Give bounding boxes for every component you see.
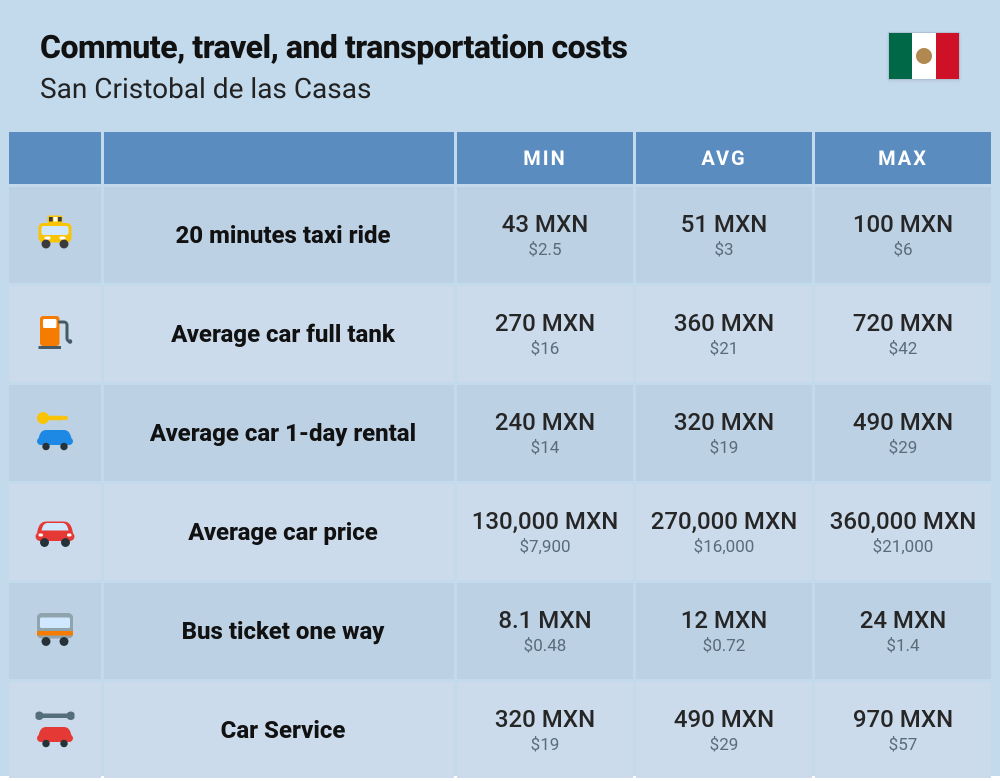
min-mxn-value: 43 MXN [457, 210, 633, 238]
avg-usd-value: $19 [636, 438, 812, 458]
table-header-row: MIN AVG MAX [9, 132, 991, 184]
bus-icon [9, 583, 101, 679]
avg-usd-value: $16,000 [636, 537, 812, 557]
cost-table-card: Commute, travel, and transportation cost… [0, 0, 1000, 776]
cell-max: 360,000 MXN$21,000 [815, 484, 991, 580]
max-usd-value: $57 [815, 735, 991, 755]
cell-max: 970 MXN$57 [815, 682, 991, 778]
card-header: Commute, travel, and transportation cost… [0, 28, 1000, 129]
cell-max: 490 MXN$29 [815, 385, 991, 481]
car-icon [9, 484, 101, 580]
card-title: Commute, travel, and transportation cost… [40, 28, 888, 66]
costs-table: MIN AVG MAX 20 minutes taxi ride43 MXN$2… [6, 129, 994, 781]
min-usd-value: $16 [457, 339, 633, 359]
card-subtitle: San Cristobal de las Casas [40, 72, 888, 105]
header-min: MIN [457, 132, 633, 184]
table-row: Average car full tank270 MXN$16360 MXN$2… [9, 286, 991, 382]
min-usd-value: $7,900 [457, 537, 633, 557]
min-mxn-value: 8.1 MXN [457, 606, 633, 634]
min-mxn-value: 320 MXN [457, 705, 633, 733]
table-row: Average car price130,000 MXN$7,900270,00… [9, 484, 991, 580]
max-usd-value: $1.4 [815, 636, 991, 656]
header-avg: AVG [636, 132, 812, 184]
row-label: 20 minutes taxi ride [104, 187, 454, 283]
cell-avg: 320 MXN$19 [636, 385, 812, 481]
min-usd-value: $0.48 [457, 636, 633, 656]
avg-usd-value: $0.72 [636, 636, 812, 656]
cell-max: 24 MXN$1.4 [815, 583, 991, 679]
min-mxn-value: 240 MXN [457, 408, 633, 436]
max-mxn-value: 24 MXN [815, 606, 991, 634]
max-usd-value: $42 [815, 339, 991, 359]
avg-mxn-value: 12 MXN [636, 606, 812, 634]
mexico-flag-icon [888, 32, 960, 80]
max-mxn-value: 720 MXN [815, 309, 991, 337]
avg-mxn-value: 270,000 MXN [636, 507, 812, 535]
table-row: Car Service320 MXN$19490 MXN$29970 MXN$5… [9, 682, 991, 778]
cell-avg: 51 MXN$3 [636, 187, 812, 283]
header-icon-col [9, 132, 101, 184]
max-usd-value: $6 [815, 240, 991, 260]
avg-usd-value: $3 [636, 240, 812, 260]
cell-avg: 12 MXN$0.72 [636, 583, 812, 679]
rental-icon [9, 385, 101, 481]
max-usd-value: $29 [815, 438, 991, 458]
service-icon [9, 682, 101, 778]
max-usd-value: $21,000 [815, 537, 991, 557]
cell-min: 240 MXN$14 [457, 385, 633, 481]
avg-usd-value: $29 [636, 735, 812, 755]
taxi-icon [9, 187, 101, 283]
cell-avg: 360 MXN$21 [636, 286, 812, 382]
min-mxn-value: 270 MXN [457, 309, 633, 337]
avg-mxn-value: 51 MXN [636, 210, 812, 238]
flag-stripe-green [889, 33, 912, 79]
cell-min: 130,000 MXN$7,900 [457, 484, 633, 580]
row-label: Average car price [104, 484, 454, 580]
flag-emblem [916, 48, 932, 64]
table-row: Average car 1-day rental240 MXN$14320 MX… [9, 385, 991, 481]
table-row: Bus ticket one way8.1 MXN$0.4812 MXN$0.7… [9, 583, 991, 679]
max-mxn-value: 490 MXN [815, 408, 991, 436]
max-mxn-value: 360,000 MXN [815, 507, 991, 535]
min-usd-value: $19 [457, 735, 633, 755]
cell-min: 270 MXN$16 [457, 286, 633, 382]
header-label-col [104, 132, 454, 184]
cell-min: 43 MXN$2.5 [457, 187, 633, 283]
cell-max: 720 MXN$42 [815, 286, 991, 382]
row-label: Car Service [104, 682, 454, 778]
header-max: MAX [815, 132, 991, 184]
row-label: Average car 1-day rental [104, 385, 454, 481]
cell-min: 320 MXN$19 [457, 682, 633, 778]
cell-min: 8.1 MXN$0.48 [457, 583, 633, 679]
avg-mxn-value: 490 MXN [636, 705, 812, 733]
table-body: 20 minutes taxi ride43 MXN$2.551 MXN$310… [9, 187, 991, 778]
titles-block: Commute, travel, and transportation cost… [40, 28, 888, 105]
max-mxn-value: 100 MXN [815, 210, 991, 238]
cell-avg: 270,000 MXN$16,000 [636, 484, 812, 580]
max-mxn-value: 970 MXN [815, 705, 991, 733]
avg-mxn-value: 360 MXN [636, 309, 812, 337]
avg-mxn-value: 320 MXN [636, 408, 812, 436]
min-usd-value: $2.5 [457, 240, 633, 260]
row-label: Bus ticket one way [104, 583, 454, 679]
cell-max: 100 MXN$6 [815, 187, 991, 283]
avg-usd-value: $21 [636, 339, 812, 359]
table-row: 20 minutes taxi ride43 MXN$2.551 MXN$310… [9, 187, 991, 283]
row-label: Average car full tank [104, 286, 454, 382]
min-usd-value: $14 [457, 438, 633, 458]
cell-avg: 490 MXN$29 [636, 682, 812, 778]
fuel-icon [9, 286, 101, 382]
flag-stripe-red [936, 33, 959, 79]
min-mxn-value: 130,000 MXN [457, 507, 633, 535]
